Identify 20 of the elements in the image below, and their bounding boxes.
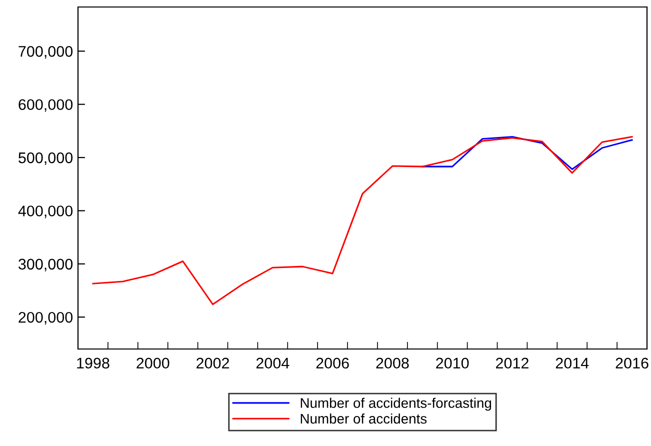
x-tick-label: 2006 [316, 358, 349, 369]
x-tick-label: 2012 [496, 358, 528, 369]
y-tick-label: 300,000 [18, 258, 73, 272]
y-tick-label: 400,000 [18, 206, 73, 218]
x-tick-label: 2016 [616, 358, 648, 369]
x-tick-label: 2008 [376, 358, 409, 369]
y-tick-label: 500,000 [18, 152, 73, 166]
x-tick-label: 2014 [556, 358, 589, 369]
x-tick-label: 1998 [77, 358, 110, 369]
x-tick-label: 2002 [196, 358, 229, 369]
legend-label: Number of accidents-forcasting [300, 398, 492, 411]
line-series [92, 136, 633, 306]
x-tick-label: 2000 [136, 358, 170, 369]
y-tick-label: 200,000 [18, 312, 73, 325]
y-tick-label: 700,000 [18, 46, 73, 59]
line-series [422, 136, 633, 170]
x-tick-label: 2004 [256, 358, 290, 369]
x-tick-label: 2010 [436, 358, 469, 369]
legend-label: Number of accidents [300, 413, 427, 424]
y-tick-label: 600,000 [18, 99, 73, 112]
